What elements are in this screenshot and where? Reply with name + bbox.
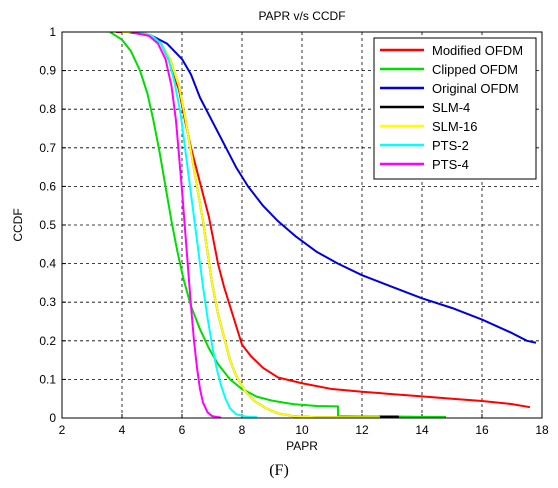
x-tick-label: 12 — [355, 423, 369, 437]
legend-box — [373, 37, 537, 180]
series-line-slm-16 — [122, 32, 380, 418]
y-tick-label: 0.4 — [39, 257, 56, 271]
y-tick-label: 0.5 — [39, 218, 56, 232]
legend-label-slm-4: SLM-4 — [432, 100, 470, 115]
legend-label-original-ofdm: Original OFDM — [432, 81, 519, 96]
y-tick-label: 1 — [49, 25, 56, 39]
chart-title: PAPR v/s CCDF — [258, 9, 345, 23]
series-line-clipped-ofdm — [109, 32, 446, 418]
y-tick-label: 0.8 — [39, 102, 56, 116]
y-tick-label: 0.9 — [39, 64, 56, 78]
legend-label-modified-ofdm: Modified OFDM — [432, 43, 523, 58]
legend-label-clipped-ofdm: Clipped OFDM — [432, 62, 518, 77]
x-axis-label: PAPR — [286, 439, 318, 453]
grid-lines — [62, 32, 542, 418]
y-tick-label: 0.1 — [39, 372, 56, 386]
series-line-modified-ofdm — [116, 32, 531, 409]
plot-frame — [61, 31, 543, 419]
x-tick-label: 14 — [415, 423, 429, 437]
y-tick-label: 0.3 — [39, 295, 56, 309]
series-line-pts-4 — [130, 32, 222, 418]
x-tick-label: 8 — [239, 423, 246, 437]
series-lines — [109, 32, 537, 418]
x-tick-label: 2 — [59, 423, 66, 437]
y-tick-label: 0.6 — [39, 179, 56, 193]
series-line-original-ofdm — [127, 32, 537, 344]
y-tick-label: 0.7 — [39, 141, 56, 155]
series-line-pts-2 — [136, 32, 258, 418]
legend-label-pts-2: PTS-2 — [432, 138, 469, 153]
x-tick-label: 18 — [535, 423, 549, 437]
y-tick-label: 0.2 — [39, 334, 56, 348]
y-tick-label: 0 — [49, 411, 56, 425]
x-tick-label: 4 — [119, 423, 126, 437]
x-tick-label: 16 — [475, 423, 489, 437]
legend: Modified OFDM Clipped OFDM Original OFDM SL… — [373, 37, 537, 180]
figure-caption: (F) — [269, 462, 289, 479]
y-axis-label: CCDF — [11, 208, 25, 241]
x-tick-label: 10 — [295, 423, 309, 437]
legend-label-slm-16: SLM-16 — [432, 119, 478, 134]
x-tick-label: 6 — [179, 423, 186, 437]
legend-label-pts-4: PTS-4 — [432, 157, 469, 172]
